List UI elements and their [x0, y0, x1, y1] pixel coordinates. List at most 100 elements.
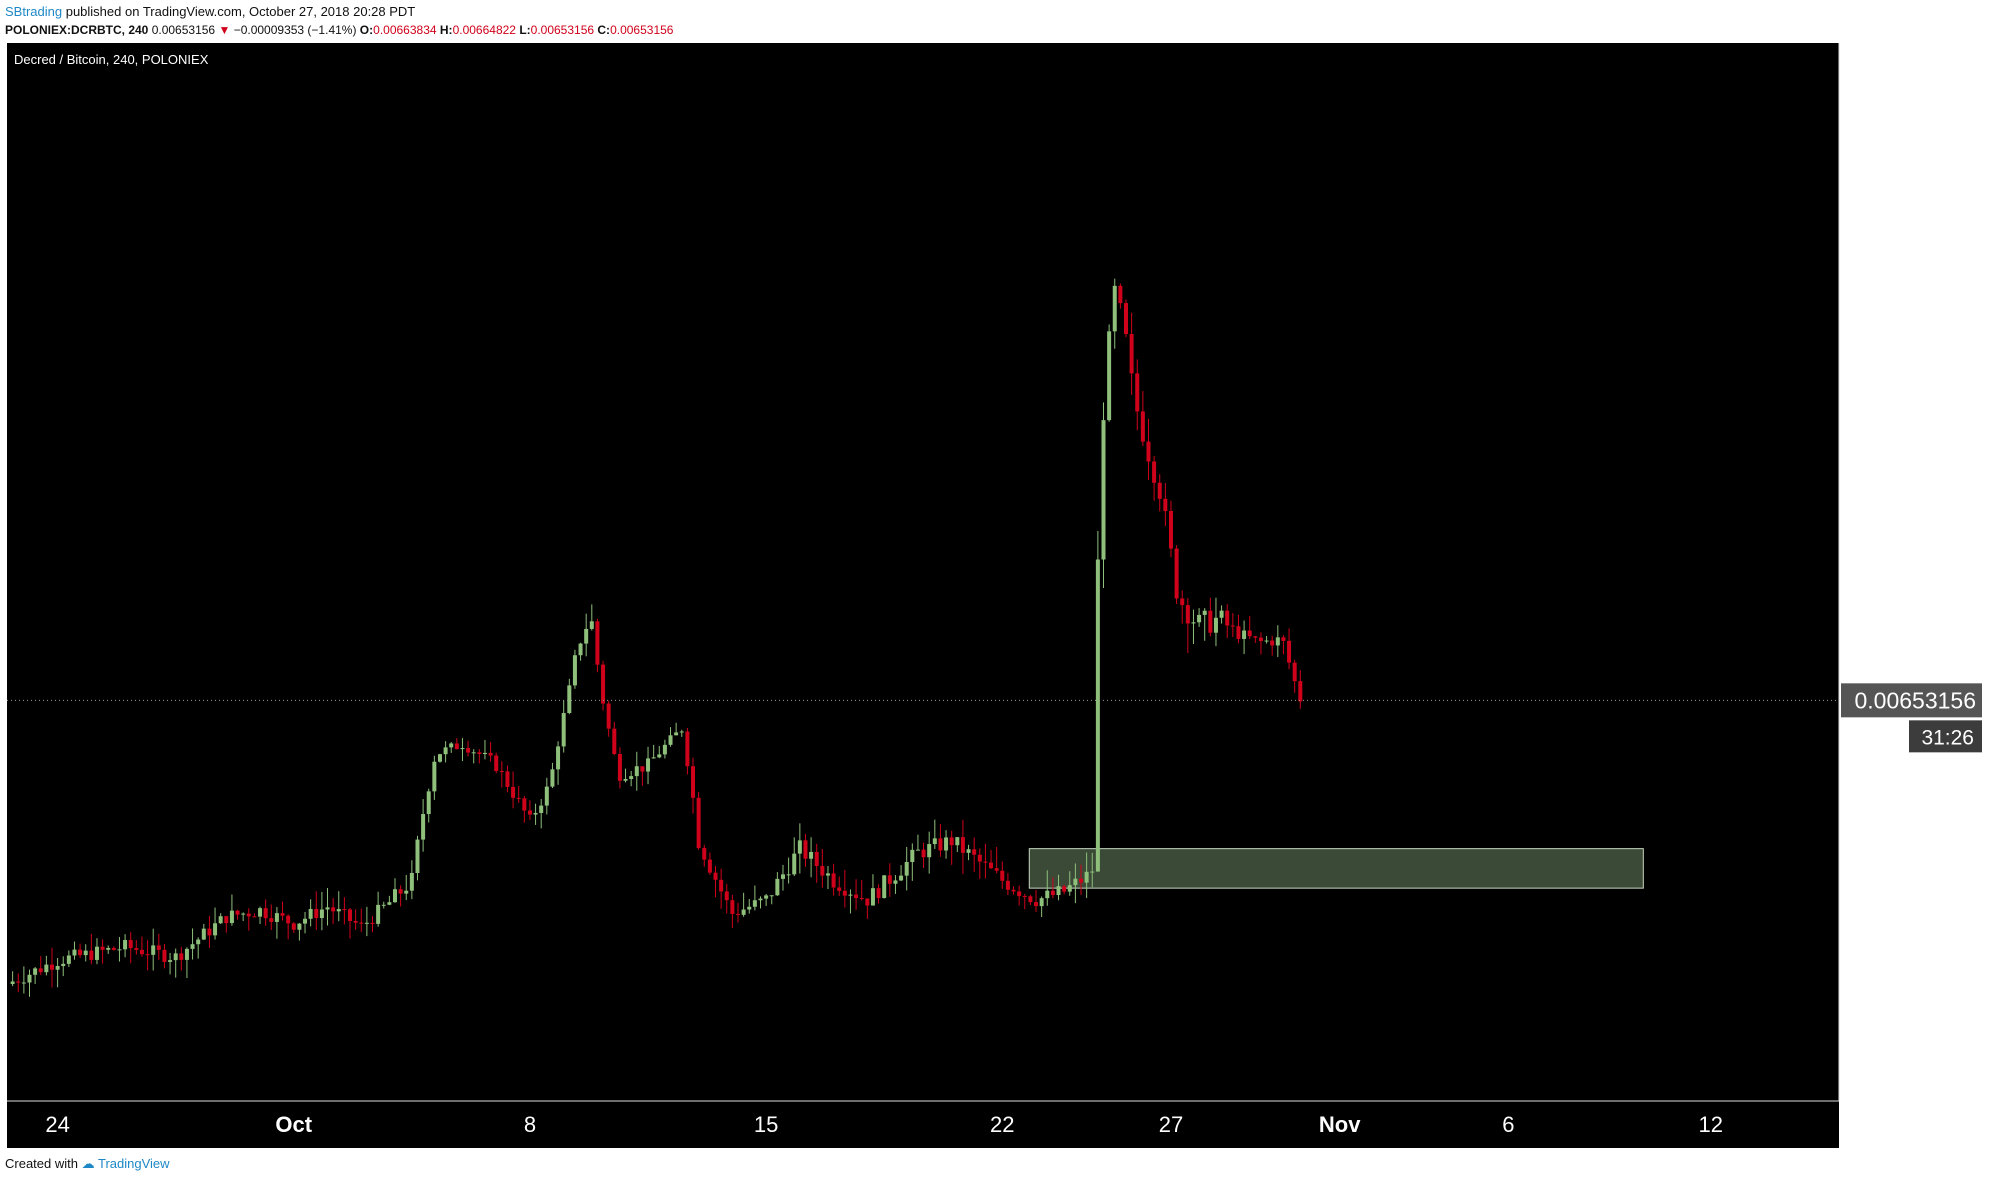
- candle-body: [887, 875, 892, 884]
- candle-body: [1168, 511, 1173, 549]
- time-tick-label: 12: [1699, 1112, 1723, 1137]
- candle-body: [567, 685, 572, 714]
- ohlc-line: POLONIEX:DCRBTC, 240 0.00653156 ▼ −0.000…: [5, 23, 673, 37]
- candle-body: [792, 853, 797, 875]
- candle-body: [66, 955, 71, 964]
- candle-body: [224, 916, 229, 924]
- candle-body: [1005, 880, 1010, 890]
- candle-body: [229, 910, 234, 924]
- price-tick-label: 0.00690000: [1855, 583, 1977, 609]
- candle-body: [359, 922, 364, 924]
- candle-body: [1045, 890, 1050, 899]
- candle-body: [348, 909, 353, 922]
- candle-body: [876, 888, 881, 899]
- candle-body: [1292, 662, 1297, 682]
- price-tick-label: 0.00770000: [1855, 372, 1977, 398]
- candle-body: [685, 731, 690, 767]
- candle-body: [1219, 610, 1224, 618]
- last-price-badge: [1841, 683, 1982, 718]
- candle-body: [977, 854, 982, 862]
- candle-body: [499, 770, 504, 772]
- candle-body: [556, 746, 561, 770]
- candle-body: [421, 814, 426, 840]
- candle-body: [218, 916, 223, 924]
- candle-body: [741, 909, 746, 915]
- candle-body: [1022, 896, 1027, 898]
- candle-body: [303, 918, 308, 924]
- candle-body: [190, 944, 195, 949]
- candle-body: [482, 752, 487, 755]
- candle-body: [364, 922, 369, 924]
- candle-body: [1230, 625, 1235, 627]
- candle-body: [1225, 610, 1230, 626]
- candle-body: [820, 865, 825, 876]
- candle-body: [1287, 640, 1292, 663]
- candle-body: [646, 758, 651, 772]
- candle-body: [145, 954, 150, 956]
- candle-body: [1197, 614, 1202, 623]
- candle-body: [522, 798, 527, 811]
- candle-body: [786, 874, 791, 876]
- candle-body: [938, 838, 943, 851]
- candle-body: [1017, 891, 1022, 897]
- candle-body: [1146, 441, 1151, 462]
- candle-body: [1062, 886, 1067, 892]
- candle-body: [634, 766, 639, 777]
- candle-body: [702, 848, 707, 860]
- candle-body: [544, 786, 549, 806]
- author-link[interactable]: SBtrading: [5, 4, 63, 19]
- candle-body: [1202, 610, 1207, 615]
- candle-body: [640, 766, 645, 772]
- candle-body: [246, 913, 251, 917]
- candle-body: [662, 744, 667, 755]
- candle-body: [1011, 889, 1016, 892]
- candle-body: [1034, 902, 1039, 907]
- candle-body: [713, 872, 718, 880]
- change-text: −0.00009353 (−1.41%): [233, 23, 357, 37]
- candle-body: [173, 953, 178, 961]
- candle-body: [139, 949, 144, 955]
- price-chart[interactable]: Decred / Bitcoin, 240, POLONIEX 0.009000…: [0, 43, 1992, 1148]
- candle-body: [1298, 681, 1303, 702]
- candle-body: [848, 894, 853, 896]
- candle-body: [1281, 637, 1286, 641]
- candle-body: [882, 875, 887, 899]
- candle-body: [44, 964, 49, 973]
- candle-body: [561, 713, 566, 747]
- candle-body: [893, 880, 898, 884]
- tradingview-link[interactable]: TradingView: [98, 1156, 170, 1171]
- low-label: L:: [519, 23, 531, 37]
- candle-body: [533, 812, 538, 815]
- candle-body: [1107, 331, 1112, 421]
- candle-body: [736, 913, 741, 915]
- candle-body: [657, 754, 662, 758]
- candle-body: [1208, 610, 1213, 633]
- candle-body: [179, 953, 184, 960]
- candle-body: [623, 779, 628, 781]
- candle-body: [38, 968, 43, 973]
- candle-body: [404, 890, 409, 894]
- time-tick-label: 8: [524, 1112, 536, 1137]
- candle-body: [932, 838, 937, 845]
- candle-body: [100, 946, 105, 950]
- candle-body: [691, 766, 696, 798]
- price-tick-label: 0.00570000: [1855, 954, 1977, 980]
- candle-body: [55, 966, 60, 970]
- candle-body: [123, 940, 128, 950]
- candle-body: [865, 898, 870, 906]
- high-value: 0.00664822: [452, 23, 516, 37]
- low-value: 0.00653156: [530, 23, 595, 37]
- candle-body: [1050, 890, 1055, 896]
- candle-body: [94, 946, 99, 960]
- candle-body: [33, 968, 38, 975]
- candle-body: [72, 949, 77, 956]
- chart-background: [7, 43, 1839, 1148]
- candle-body: [49, 964, 54, 970]
- candle-body: [387, 902, 392, 905]
- candle-body: [280, 913, 285, 916]
- candle-body: [1129, 333, 1134, 374]
- candle-body: [460, 748, 465, 750]
- candle-body: [989, 862, 994, 869]
- candle-body: [61, 963, 66, 967]
- candle-body: [471, 752, 476, 754]
